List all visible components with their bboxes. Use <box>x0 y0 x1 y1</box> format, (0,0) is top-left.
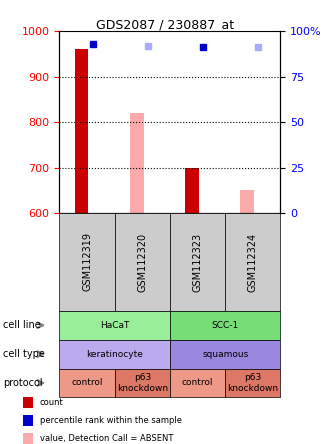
Text: control: control <box>71 378 103 388</box>
Text: HaCaT: HaCaT <box>100 321 129 330</box>
Text: value, Detection Call = ABSENT: value, Detection Call = ABSENT <box>40 434 173 443</box>
Text: protocol: protocol <box>3 378 43 388</box>
Text: cell type: cell type <box>3 349 45 359</box>
Text: cell line: cell line <box>3 320 41 330</box>
Text: count: count <box>40 398 63 407</box>
Bar <box>75 49 88 213</box>
Text: percentile rank within the sample: percentile rank within the sample <box>40 416 182 425</box>
Text: keratinocyte: keratinocyte <box>86 349 143 359</box>
Text: GDS2087 / 230887_at: GDS2087 / 230887_at <box>96 18 234 31</box>
Bar <box>185 168 199 213</box>
Text: p63
knockdown: p63 knockdown <box>117 373 168 392</box>
Text: p63
knockdown: p63 knockdown <box>227 373 279 392</box>
Text: GSM112319: GSM112319 <box>82 233 92 291</box>
Bar <box>130 113 144 213</box>
Text: GSM112323: GSM112323 <box>193 232 203 292</box>
Text: control: control <box>182 378 213 388</box>
Text: SCC-1: SCC-1 <box>212 321 239 330</box>
Bar <box>241 190 254 213</box>
Text: squamous: squamous <box>202 349 248 359</box>
Text: GSM112320: GSM112320 <box>137 232 147 292</box>
Text: GSM112324: GSM112324 <box>248 232 258 292</box>
